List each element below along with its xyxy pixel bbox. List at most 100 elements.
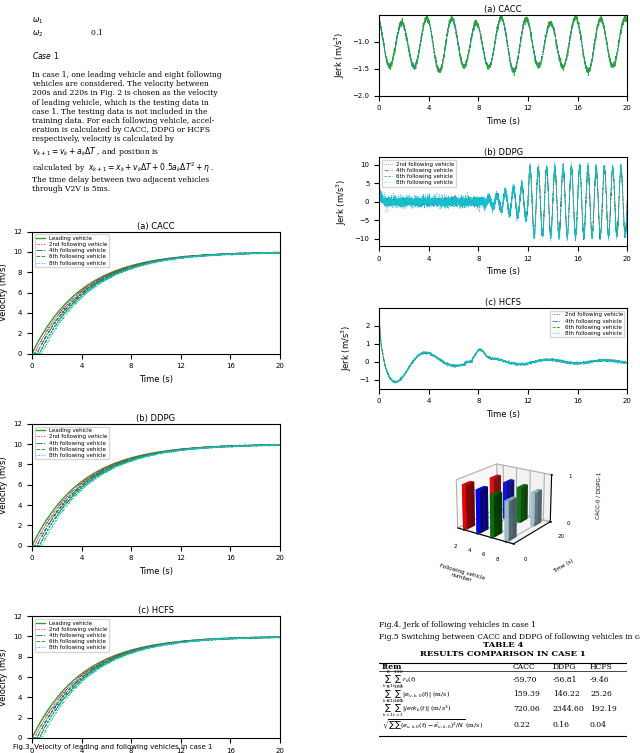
Line: Leading vehicle: Leading vehicle bbox=[32, 637, 280, 738]
4th following vehicle bbox=[41, 719, 49, 728]
6th following vehicle bbox=[604, 213, 611, 222]
8th following vehicle bbox=[142, 645, 150, 654]
6th following vehicle bbox=[223, 442, 231, 451]
Text: -59.70: -59.70 bbox=[513, 676, 538, 684]
Text: $\sum_{k=1}^{8}\sum_{t=1}^{100}|jerk_k(t)|$ (m/s$^3$): $\sum_{k=1}^{8}\sum_{t=1}^{100}|jerk_k(t… bbox=[381, 699, 451, 719]
Leading vehicle bbox=[276, 633, 284, 642]
Leading vehicle bbox=[148, 449, 156, 458]
Leading vehicle bbox=[223, 634, 231, 643]
6th following vehicle bbox=[142, 451, 150, 460]
2nd following vehicle bbox=[28, 541, 36, 550]
8th following vehicle bbox=[623, 358, 631, 367]
Text: 720.06: 720.06 bbox=[513, 705, 540, 713]
X-axis label: Time (s): Time (s) bbox=[486, 410, 520, 419]
4th following vehicle bbox=[28, 541, 36, 550]
Leading vehicle bbox=[269, 441, 276, 450]
6th following vehicle bbox=[274, 440, 282, 449]
Line: 6th following vehicle: 6th following vehicle bbox=[32, 252, 280, 353]
Text: 192.19: 192.19 bbox=[590, 705, 617, 713]
4th following vehicle bbox=[142, 258, 150, 267]
2nd following vehicle bbox=[149, 450, 157, 459]
8th following vehicle bbox=[28, 733, 36, 742]
Y-axis label: Velocity (m/s): Velocity (m/s) bbox=[0, 264, 8, 322]
8th following vehicle bbox=[269, 441, 276, 450]
Line: 8th following vehicle: 8th following vehicle bbox=[380, 319, 627, 383]
6th following vehicle bbox=[274, 632, 282, 641]
2nd following vehicle bbox=[623, 358, 631, 367]
2nd following vehicle bbox=[142, 642, 150, 651]
4th following vehicle bbox=[572, 236, 579, 245]
6th following vehicle bbox=[269, 248, 276, 258]
Line: Leading vehicle: Leading vehicle bbox=[32, 253, 280, 353]
6th following vehicle bbox=[391, 378, 399, 387]
Text: $\omega_1$
$\omega_2$                    0.1

$\it{Case\ 1}$

In case 1, one lea: $\omega_1$ $\omega_2$ 0.1 $\it{Case\ 1}$… bbox=[32, 15, 221, 193]
8th following vehicle bbox=[269, 248, 276, 258]
6th following vehicle bbox=[616, 357, 624, 366]
6th following vehicle bbox=[269, 633, 276, 642]
6th following vehicle bbox=[276, 633, 284, 642]
Text: CACC: CACC bbox=[513, 663, 536, 671]
6th following vehicle bbox=[623, 199, 631, 208]
4th following vehicle bbox=[556, 227, 563, 236]
6th following vehicle bbox=[376, 312, 383, 322]
Leading vehicle bbox=[28, 733, 36, 742]
Leading vehicle bbox=[148, 256, 156, 265]
2nd following vehicle bbox=[271, 440, 278, 449]
Leading vehicle bbox=[269, 633, 276, 642]
2nd following vehicle bbox=[276, 633, 284, 642]
Text: 146.22: 146.22 bbox=[553, 691, 580, 699]
8th following vehicle bbox=[41, 344, 49, 353]
4th following vehicle bbox=[571, 358, 579, 367]
6th following vehicle bbox=[556, 230, 563, 239]
Legend: Leading vehicle, 2nd following vehicle, 4th following vehicle, 6th following veh: Leading vehicle, 2nd following vehicle, … bbox=[35, 427, 109, 459]
4th following vehicle bbox=[148, 450, 156, 459]
4th following vehicle bbox=[148, 258, 156, 267]
2nd following vehicle bbox=[479, 199, 487, 208]
6th following vehicle bbox=[496, 355, 504, 364]
Text: RESULTS COMPARISON IN CASE 1: RESULTS COMPARISON IN CASE 1 bbox=[420, 650, 586, 657]
4th following vehicle bbox=[376, 312, 383, 322]
2nd following vehicle bbox=[269, 441, 276, 450]
Leading vehicle bbox=[223, 249, 231, 258]
Text: HCFS: HCFS bbox=[590, 663, 613, 671]
Leading vehicle bbox=[269, 441, 276, 450]
8th following vehicle bbox=[616, 358, 624, 367]
2nd following vehicle bbox=[623, 197, 631, 206]
6th following vehicle bbox=[148, 450, 156, 459]
Title: (a) CACC: (a) CACC bbox=[137, 222, 175, 231]
8th following vehicle bbox=[276, 248, 284, 257]
4th following vehicle bbox=[274, 440, 282, 449]
6th following vehicle bbox=[142, 643, 150, 652]
8th following vehicle bbox=[28, 349, 36, 358]
8th following vehicle bbox=[616, 178, 623, 187]
Line: 4th following vehicle: 4th following vehicle bbox=[32, 252, 280, 353]
4th following vehicle bbox=[479, 202, 487, 211]
8th following vehicle bbox=[571, 358, 579, 367]
6th following vehicle bbox=[276, 441, 284, 450]
2nd following vehicle bbox=[28, 349, 36, 358]
X-axis label: Time (s): Time (s) bbox=[486, 117, 520, 126]
4th following vehicle bbox=[223, 635, 231, 644]
8th following vehicle bbox=[479, 193, 487, 202]
8th following vehicle bbox=[148, 450, 156, 459]
Text: 0.04: 0.04 bbox=[590, 721, 607, 729]
8th following vehicle bbox=[148, 258, 156, 267]
4th following vehicle bbox=[623, 358, 631, 367]
4th following vehicle bbox=[223, 442, 231, 451]
4th following vehicle bbox=[269, 633, 276, 642]
6th following vehicle bbox=[623, 358, 631, 367]
Text: Fig.5 Switching between CACC and DDPG of following vehicles in case 1: Fig.5 Switching between CACC and DDPG of… bbox=[380, 633, 640, 641]
Leading vehicle bbox=[142, 642, 150, 651]
Text: Fig.4. Jerk of following vehicles in case 1: Fig.4. Jerk of following vehicles in cas… bbox=[380, 620, 536, 629]
2nd following vehicle bbox=[616, 358, 624, 367]
2nd following vehicle bbox=[604, 217, 611, 226]
8th following vehicle bbox=[28, 541, 36, 550]
6th following vehicle bbox=[269, 248, 276, 258]
Legend: Leading vehicle, 2nd following vehicle, 4th following vehicle, 6th following veh: Leading vehicle, 2nd following vehicle, … bbox=[35, 234, 109, 267]
2nd following vehicle bbox=[493, 191, 501, 200]
Line: 2nd following vehicle: 2nd following vehicle bbox=[32, 252, 280, 353]
6th following vehicle bbox=[223, 635, 231, 644]
6th following vehicle bbox=[376, 181, 383, 191]
4th following vehicle bbox=[481, 198, 489, 207]
4th following vehicle bbox=[493, 191, 501, 200]
